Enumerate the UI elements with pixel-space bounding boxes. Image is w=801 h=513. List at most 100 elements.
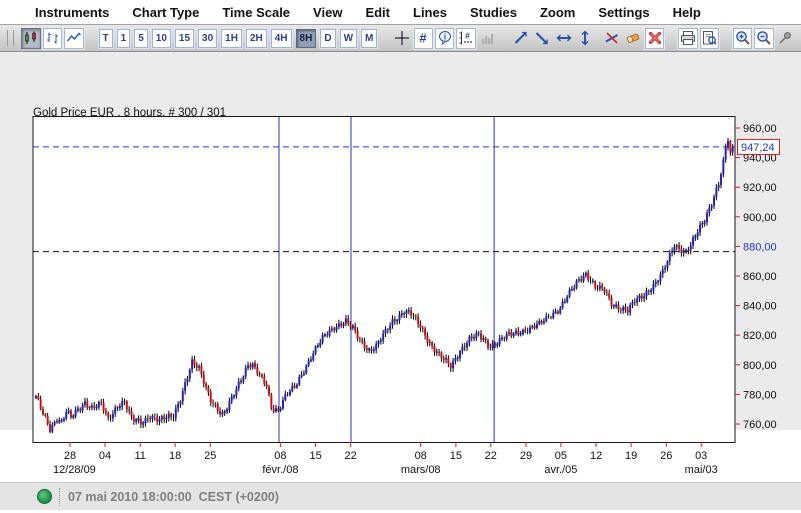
x-axis-month-label: févr./08 [262, 464, 298, 476]
info-bubble-icon: i [438, 31, 451, 46]
ohlc-bar-chart-button[interactable] [42, 27, 63, 49]
x-axis-day-label: 03 [695, 450, 707, 462]
delete-all-icon [648, 31, 661, 45]
timescale-button-4h[interactable]: 4H [270, 28, 292, 48]
x-axis-day-label: 22 [344, 450, 356, 462]
trendline-vertical-icon [581, 30, 589, 46]
y-axis-label: 760,00 [743, 419, 777, 431]
menu-bar: Instruments Chart Type Time Scale View Edit L… [0, 0, 801, 24]
y-axis-label: 800,00 [743, 360, 777, 372]
trendline-up-icon [514, 31, 527, 44]
zoom-in-button[interactable] [732, 27, 753, 49]
chart-panel: Gold Price EUR , 8 hours, # 300 / 301 76… [0, 52, 801, 513]
status-timestamp: 07 mai 2010 18:00:00 CEST (+0200) [68, 489, 279, 504]
x-axis-day-label: 28 [64, 450, 76, 462]
menu-item-view[interactable]: View [313, 4, 343, 20]
print-preview-icon [703, 31, 717, 45]
timescale-button-d[interactable]: D [320, 28, 336, 48]
x-axis-day-label: 04 [99, 450, 111, 462]
x-axis-day-label: 26 [660, 450, 672, 462]
crosshair-icon [394, 31, 409, 45]
timescale-button-w[interactable]: W [339, 28, 358, 48]
y-axis-label: 940,00 [743, 153, 777, 165]
delete-line-button[interactable] [602, 28, 621, 49]
print-preview-button[interactable] [699, 27, 719, 49]
menu-item-studies[interactable]: Studies [469, 4, 517, 20]
volume-bars-icon [481, 34, 493, 44]
timescale-button-10[interactable]: 10 [151, 28, 171, 48]
timescale-button-1[interactable]: 1 [116, 28, 131, 48]
info-bubble-button[interactable]: i [435, 27, 455, 49]
y-axis-label: 780,00 [743, 389, 777, 401]
chart-canvas[interactable]: 760,00 780,00 800,00 820,00 840,00 860,00 880,… [0, 116, 801, 477]
eraser-button[interactable] [624, 28, 643, 49]
zoom-in-icon [735, 31, 750, 45]
timescale-button-15[interactable]: 15 [174, 28, 195, 48]
line-chart-button[interactable] [64, 27, 84, 49]
menu-item-help[interactable]: Help [672, 4, 701, 20]
trendline-horizontal-icon [556, 34, 571, 42]
timescale-button-30[interactable]: 30 [198, 28, 218, 48]
y-axis-label: 920,00 [743, 182, 777, 194]
connection-status-icon [37, 489, 52, 504]
menu-item-instruments[interactable]: Instruments [35, 4, 110, 20]
x-axis-day-label: 29 [520, 450, 532, 462]
grid-toggle-button[interactable]: # [413, 27, 434, 49]
y-axis-label: 900,00 [743, 212, 777, 224]
toolbar: T 1 5 10 15 30 1H 2H 4H 8H D W M # i # [0, 24, 801, 52]
line-chart-icon [66, 32, 81, 42]
candlestick-chart-button[interactable] [21, 27, 41, 49]
timescale-button-5[interactable]: 5 [134, 28, 148, 48]
print-button[interactable] [678, 27, 698, 49]
zoom-out-icon [757, 31, 771, 45]
menu-item-edit[interactable]: Edit [365, 4, 390, 20]
axis-values-button[interactable]: # [456, 27, 476, 49]
timescale-button-group: T 1 5 10 15 30 1H 2H 4H 8H D W M [97, 28, 380, 48]
menu-item-settings[interactable]: Settings [598, 4, 650, 20]
x-axis: 28 04 11 18 25 08 15 22 08 15 22 29 05 12 19 26 03 12/28/… [53, 442, 718, 476]
timescale-button-8h[interactable]: 8H [295, 28, 317, 48]
menu-item-lines[interactable]: Lines [413, 4, 447, 20]
delete-all-button[interactable] [644, 27, 665, 49]
x-axis-day-label: 05 [555, 450, 567, 462]
trendline-up-button[interactable] [511, 28, 530, 49]
x-axis-day-label: 19 [625, 450, 637, 462]
plot-area[interactable] [32, 116, 736, 443]
timescale-button-2h[interactable]: 2H [245, 28, 267, 48]
pin-toolbar-button[interactable] [776, 28, 795, 49]
svg-text:i: i [444, 33, 446, 42]
trendline-down-icon [535, 32, 548, 45]
menu-item-time-scale[interactable]: Time Scale [222, 4, 291, 20]
x-axis-month-label: avr./05 [544, 464, 577, 476]
crosshair-button[interactable] [392, 28, 411, 49]
timescale-button-t[interactable]: T [98, 28, 113, 48]
x-axis-month-label: mars/08 [401, 464, 441, 476]
svg-text:#: # [465, 31, 470, 41]
trendline-vertical-button[interactable] [575, 28, 594, 49]
timescale-button-1h[interactable]: 1H [221, 28, 242, 48]
x-axis-day-label: 08 [415, 450, 427, 462]
trendline-down-button[interactable] [533, 28, 552, 49]
svg-text:947,24: 947,24 [741, 142, 775, 154]
x-axis-day-label: 15 [309, 450, 321, 462]
toolbar-drag-handle[interactable] [7, 30, 15, 46]
grid-icon: # [420, 31, 428, 46]
volume-bars-button[interactable] [478, 28, 497, 49]
timescale-button-m[interactable]: M [361, 28, 378, 48]
trendline-horizontal-button[interactable] [554, 28, 573, 49]
x-axis-day-label: 18 [169, 450, 181, 462]
menu-item-chart-type[interactable]: Chart Type [132, 4, 200, 20]
eraser-icon [627, 33, 640, 43]
y-axis: 760,00 780,00 800,00 820,00 840,00 860,00 880,… [735, 123, 777, 431]
x-axis-day-label: 08 [274, 450, 286, 462]
menu-item-zoom[interactable]: Zoom [539, 4, 576, 20]
x-axis-day-label: 12 [590, 450, 602, 462]
x-axis-month-label: mai/03 [685, 464, 718, 476]
x-axis-day-label: 11 [134, 450, 145, 462]
x-axis-day-label: 22 [485, 450, 497, 462]
axis-values-icon: # [459, 31, 473, 45]
status-bar: 07 mai 2010 18:00:00 CEST (+0200) [0, 482, 801, 511]
y-axis-label: 960,00 [743, 123, 777, 135]
status-separator [59, 487, 60, 506]
zoom-out-button[interactable] [754, 27, 774, 49]
